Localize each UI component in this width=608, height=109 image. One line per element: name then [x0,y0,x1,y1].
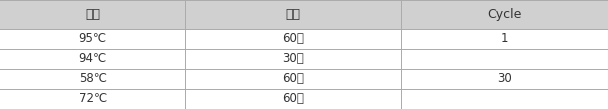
Text: 1: 1 [501,32,508,45]
Text: 95℃: 95℃ [78,32,107,45]
Text: Cycle: Cycle [488,8,522,21]
Text: 30초: 30초 [283,52,304,65]
Text: 72℃: 72℃ [78,92,107,106]
Text: 58℃: 58℃ [78,72,107,85]
Bar [0,0,185,29]
Text: 60초: 60초 [283,72,304,85]
Text: 60초: 60초 [283,32,304,45]
Text: 온도: 온도 [85,8,100,21]
Bar [185,0,401,29]
Text: 60초: 60초 [283,92,304,106]
Text: 94℃: 94℃ [78,52,107,65]
Bar [401,0,608,29]
Text: 시간: 시간 [286,8,301,21]
Text: 30: 30 [497,72,512,85]
